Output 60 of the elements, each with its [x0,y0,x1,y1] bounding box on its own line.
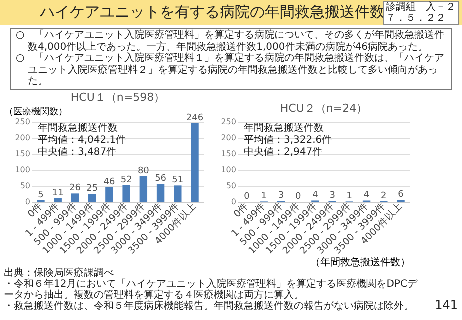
data-label: 52 [120,174,132,185]
data-label: 4 [312,190,319,200]
y-tick-label: 0 [231,197,236,206]
annotation: 中央値：2,947件 [244,146,323,158]
y-tick-label: 50 [226,181,236,190]
y-tick-label: 150 [221,149,236,158]
bar [71,193,80,202]
text: ・救急搬送件数は、令和５年度病床機能報告。年間救急搬送件数の報告がない病院は除外。 [4,300,415,312]
chart-title: HCU１（n=598） [70,90,166,104]
chart-title: HCU２（n=24） [280,102,368,114]
data-label: 2 [381,190,387,201]
source-note: 出典：保険局医療課調べ [4,268,115,278]
annotation: 中央値：3,487件 [38,146,117,158]
bar [156,184,165,202]
data-label: 26 [69,183,82,194]
y-tick-label: 50 [20,181,30,190]
data-label: 4 [364,190,370,200]
annotation: 年間救急搬送件数 [38,122,118,134]
y-tick-label: 250 [15,117,30,126]
y-axis-title: （医療機関数） [4,106,68,117]
y-tick-label: 100 [221,165,236,174]
annotation: 平均値：3,322.6件 [244,134,332,146]
data-label: 0 [295,192,302,202]
bar [88,194,96,202]
data-label: 6 [398,190,404,200]
y-tick-label: 150 [15,149,30,158]
bar [191,122,199,202]
text: 診調組 入－２ [386,2,456,13]
data-label: 0 [244,192,250,202]
bar [140,176,148,202]
data-label: 5 [38,190,44,200]
data-label: 80 [138,166,150,176]
data-label: 56 [155,174,167,184]
data-label: 3 [330,190,336,201]
data-label: 246 [186,112,204,123]
text: ・令和６年12月において「ハイケアユニット入院医療管理料」を算定する医療機関をDPCデータから抽出。複数の管理料を算定する４医療機関は両方に算入。 [4,278,419,300]
data-label: 25 [86,184,98,194]
annotation: 年間救急搬送件数 [244,122,324,134]
data-label: 1 [261,191,267,202]
data-label: 51 [172,175,184,186]
bar [122,184,130,202]
data-label: 1 [346,191,353,202]
data-label: 11 [52,188,64,198]
text: ７．５．２２ [386,13,447,24]
data-label: 46 [104,176,116,187]
bar [54,198,62,202]
text: ○ 「ハイケアユニット入院医療管理料１」を算定する病院の年間救急搬送件数は、「ハイケアユニット入院医療管理料２」を算定する病院の年間救急搬送件数と比較して多い傾向があった。 [16,53,446,88]
y-tick-label: 200 [15,133,30,142]
y-tick-label: 200 [221,133,236,142]
x-axis-title: （年間救急搬送件数） [310,256,410,268]
text: ハイケアユニットを有する病院の年間救急搬送件数 [40,3,385,21]
y-tick-label: 100 [15,165,30,174]
text: 141 [435,298,458,312]
annotation: 平均値：4,042.1件 [38,134,126,146]
y-tick-label: 0 [25,197,30,206]
data-label: 3 [278,190,284,201]
y-tick-label: 250 [221,117,236,126]
bar [174,185,182,202]
text: ○ 「ハイケアユニット入院医療管理料」を算定する病院について、その多くが年間救急搬送件数4,000件以上であった。一方、年間救急搬送件数1,000件未満の病院が46病院あった。 [16,30,446,52]
bar [106,186,114,202]
